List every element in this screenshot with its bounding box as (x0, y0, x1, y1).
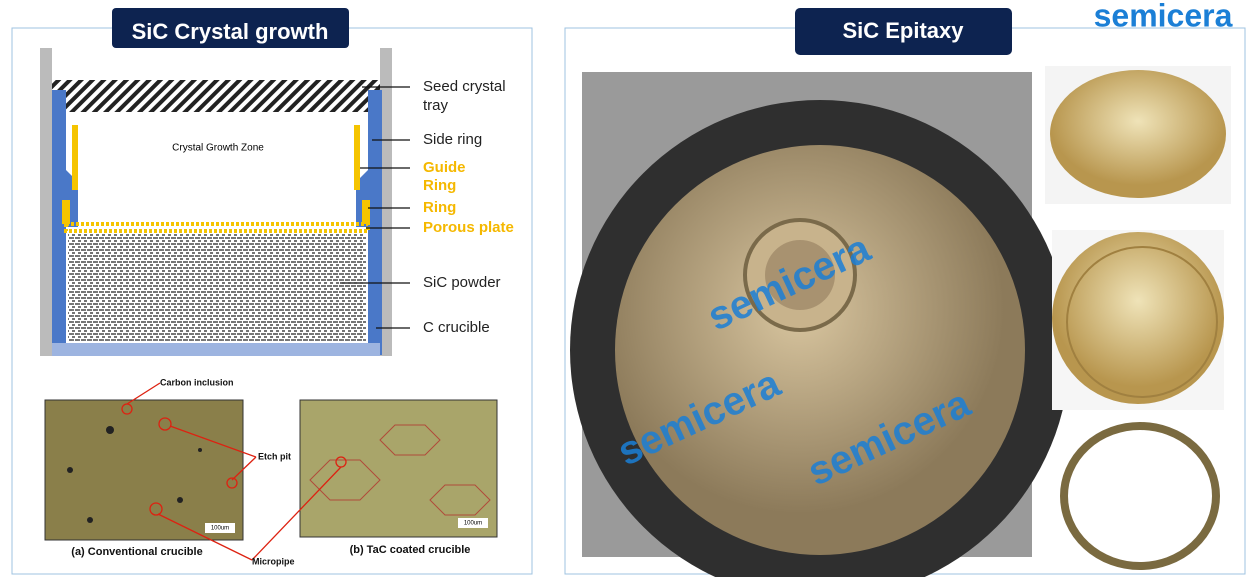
title-tab (112, 8, 349, 48)
diagram-label: Side ring (423, 131, 482, 148)
diagram-label: SiC powder (423, 274, 501, 291)
diagram-label: Guide (423, 159, 466, 176)
caption: (a) Conventional crucible (71, 546, 202, 558)
panel-title: SiC Epitaxy (842, 18, 964, 43)
scale-bar: 100um (464, 521, 482, 527)
title-tab (795, 8, 1012, 55)
zone-label: Crystal Growth Zone (172, 143, 264, 154)
diagram-label: Ring (423, 177, 456, 194)
product-images (1045, 66, 1231, 570)
micrographs (44, 382, 498, 561)
diagram-label: C crucible (423, 319, 490, 336)
annotation: Etch pit (258, 451, 291, 461)
reactor-photo (570, 72, 1070, 577)
diagram-label: tray (423, 97, 449, 114)
annotation: Carbon inclusion (160, 377, 234, 387)
caption: (b) TaC coated crucible (350, 544, 471, 556)
diagram-label: Ring (423, 199, 456, 216)
diagram-label: Porous plate (423, 219, 514, 236)
diagram-label: Seed crystal (423, 78, 506, 95)
annotation: Micropipe (252, 556, 295, 566)
scale-bar: 100um (211, 526, 229, 532)
panel-title: SiC Crystal growth (132, 19, 329, 44)
logo: semicera (1094, 0, 1233, 33)
crucible-diagram: Crystal Growth Zone (40, 48, 410, 356)
